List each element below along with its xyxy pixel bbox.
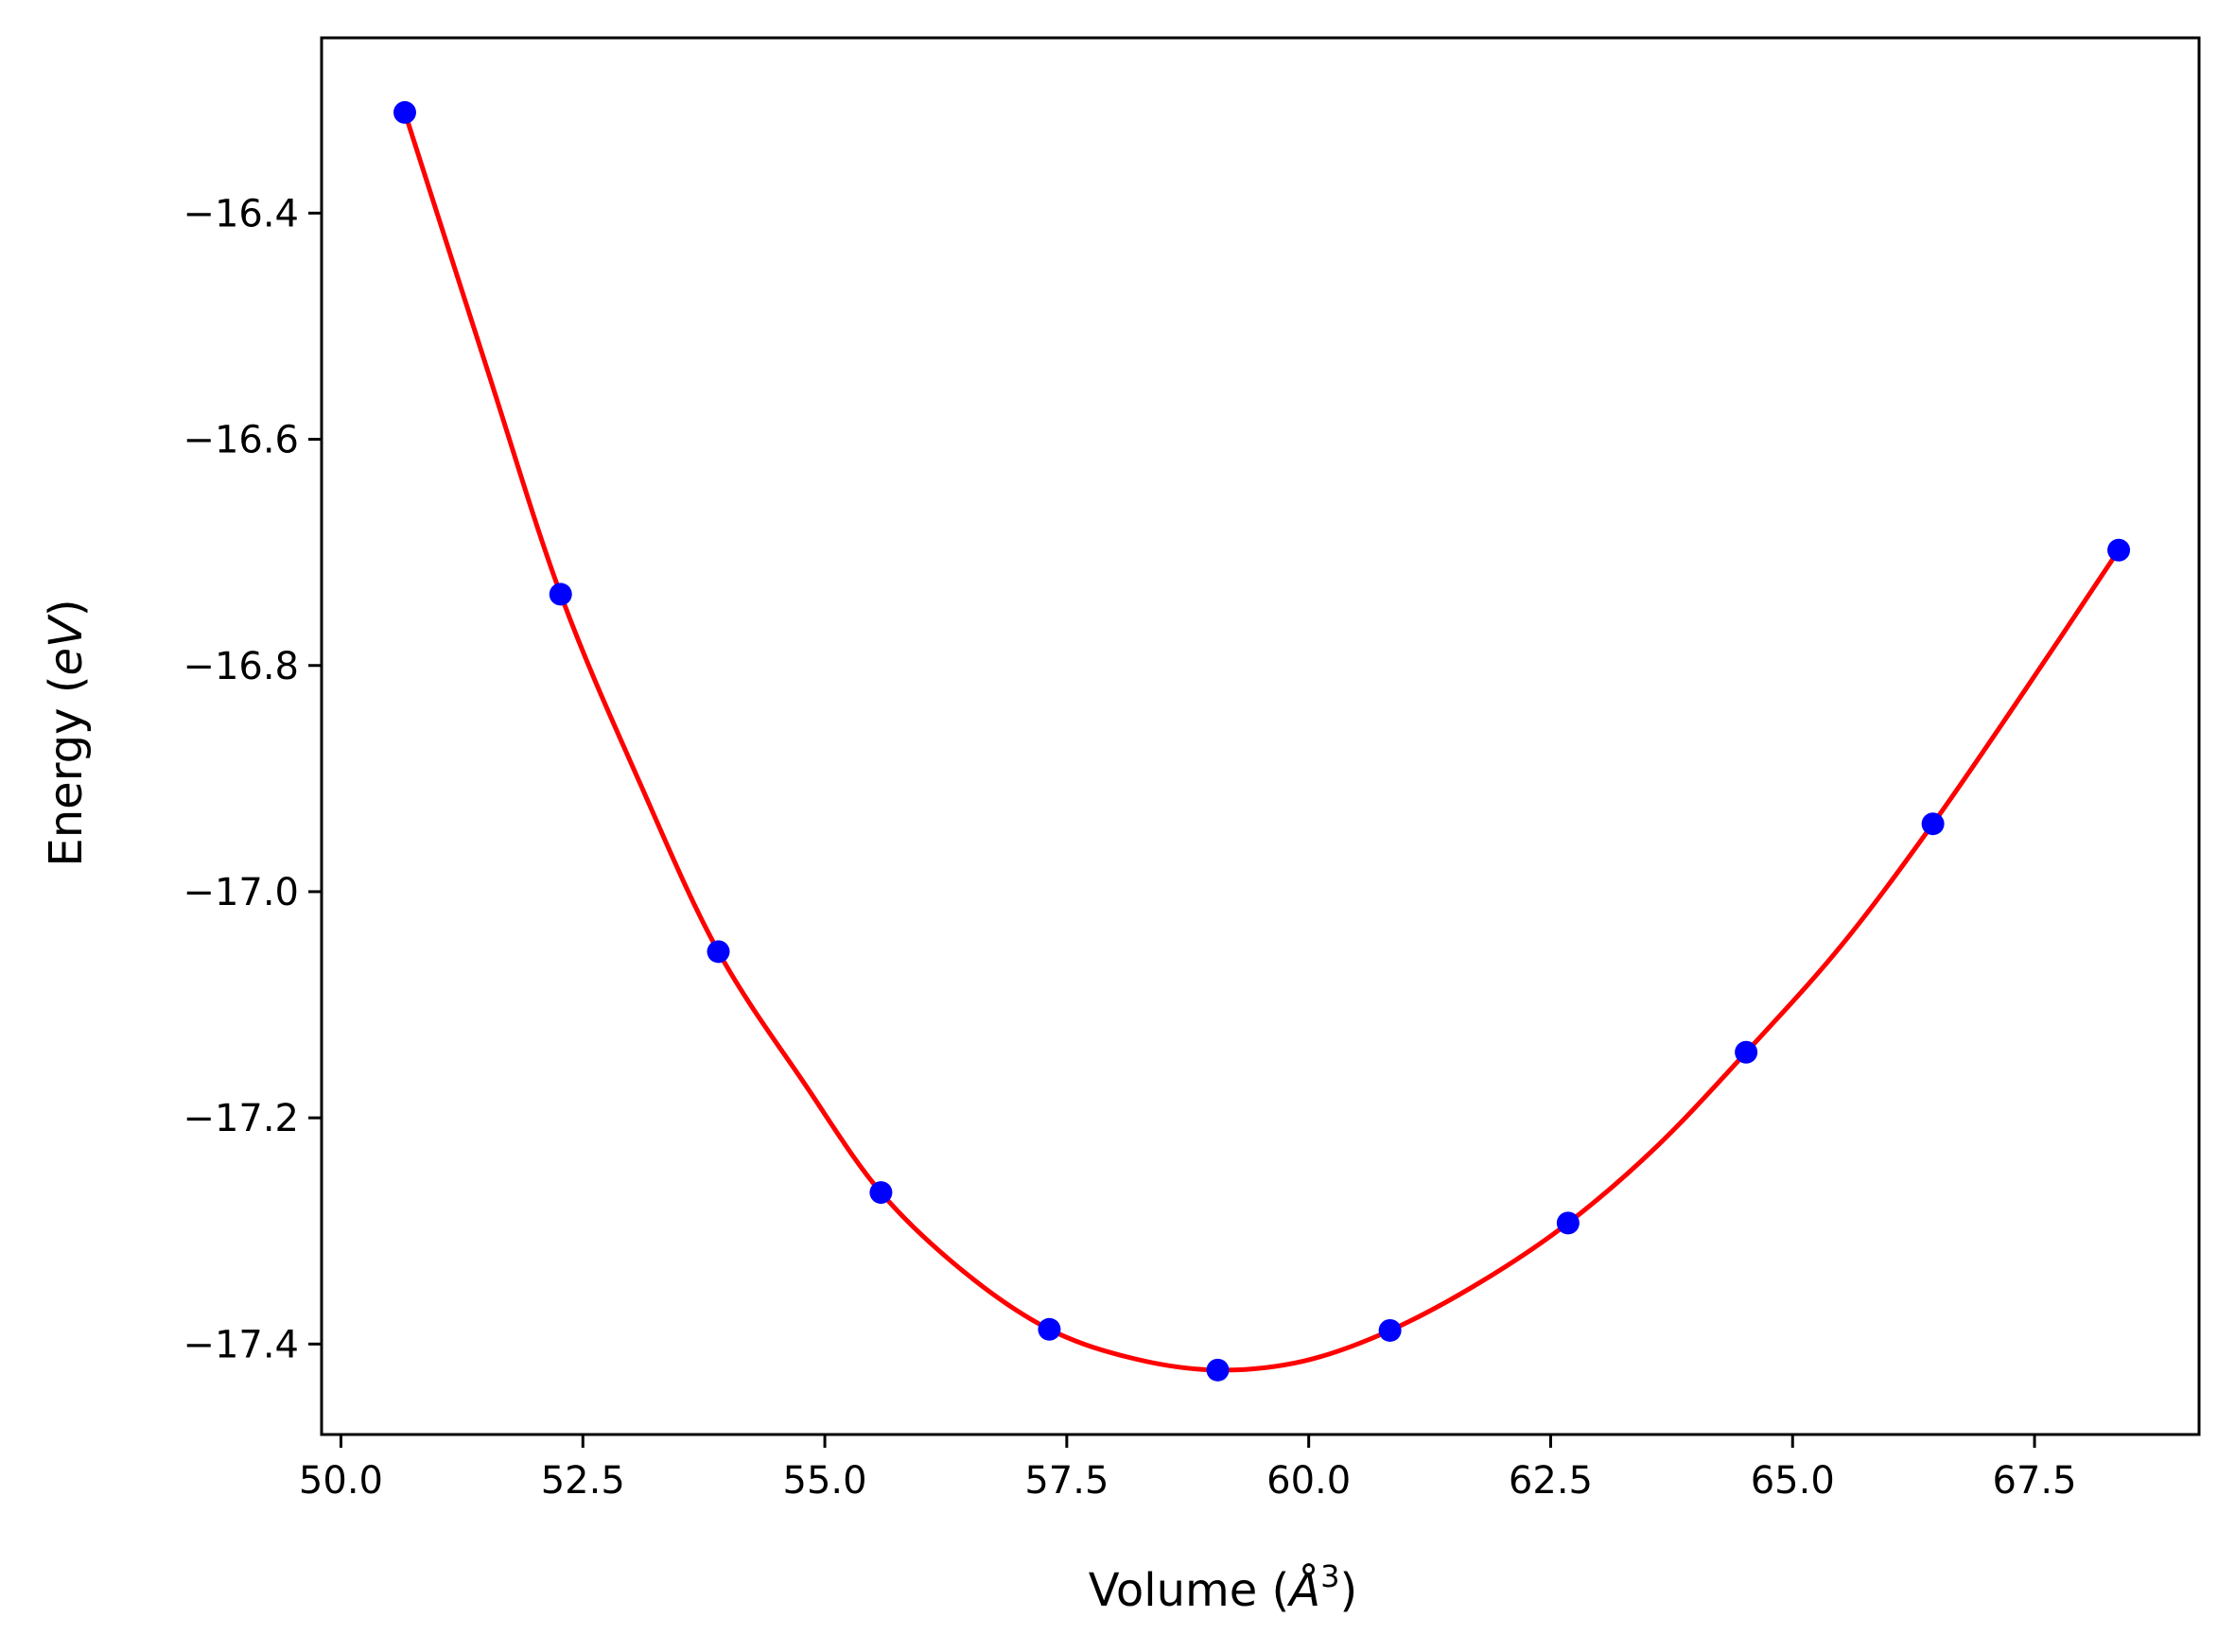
data-point	[393, 100, 416, 124]
data-points-layer	[393, 100, 2131, 1382]
y-axis-label-text: Energy (	[40, 676, 93, 867]
fit-curve-layer	[402, 112, 2122, 1373]
y-tick-label: −16.6	[183, 419, 299, 462]
data-point	[1556, 1211, 1580, 1235]
data-point	[1038, 1317, 1061, 1341]
x-tick-label: 57.5	[1024, 1459, 1109, 1503]
y-tick-label: −16.8	[183, 645, 299, 688]
plot-frame	[320, 36, 2201, 1436]
data-point	[1206, 1358, 1230, 1382]
x-axis-label-symbol: Å	[1286, 1563, 1320, 1617]
y-axis-label-close: )	[40, 599, 93, 617]
data-point	[1735, 1040, 1758, 1064]
y-axis-label-unit: eV	[40, 614, 93, 676]
data-point	[1378, 1318, 1402, 1342]
y-axis-ticks: −17.4 −17.2 −17.0 −16.8 −16.6 −16.4	[183, 192, 322, 1366]
x-tick-label: 50.0	[299, 1459, 383, 1503]
x-axis-label-close: )	[1339, 1564, 1357, 1617]
y-tick-label: −17.0	[183, 871, 299, 914]
data-point	[869, 1181, 893, 1205]
x-tick-label: 52.5	[541, 1459, 625, 1503]
x-axis-label-exponent: 3	[1320, 1558, 1339, 1594]
x-tick-label: 67.5	[1993, 1459, 2077, 1503]
x-axis-ticks: 50.0 52.5 55.0 57.5 60.0 62.5 65.0 67.5	[299, 1435, 2077, 1503]
y-axis-label: Energy (eV)	[40, 599, 93, 866]
data-point	[2107, 538, 2131, 562]
y-tick-label: −17.4	[183, 1323, 299, 1366]
y-tick-label: −17.2	[183, 1097, 299, 1140]
data-point	[707, 940, 730, 964]
data-point	[1921, 812, 1945, 836]
data-point	[549, 583, 572, 606]
fit-curve-line	[402, 112, 2122, 1373]
x-axis-label: Volume (Å3)	[1089, 1558, 1357, 1617]
y-tick-label: −16.4	[183, 192, 299, 235]
x-tick-label: 62.5	[1509, 1459, 1593, 1503]
x-tick-label: 60.0	[1266, 1459, 1351, 1503]
x-axis-label-text: Volume (	[1089, 1564, 1290, 1617]
x-tick-label: 55.0	[783, 1459, 867, 1503]
x-tick-label: 65.0	[1751, 1459, 1835, 1503]
